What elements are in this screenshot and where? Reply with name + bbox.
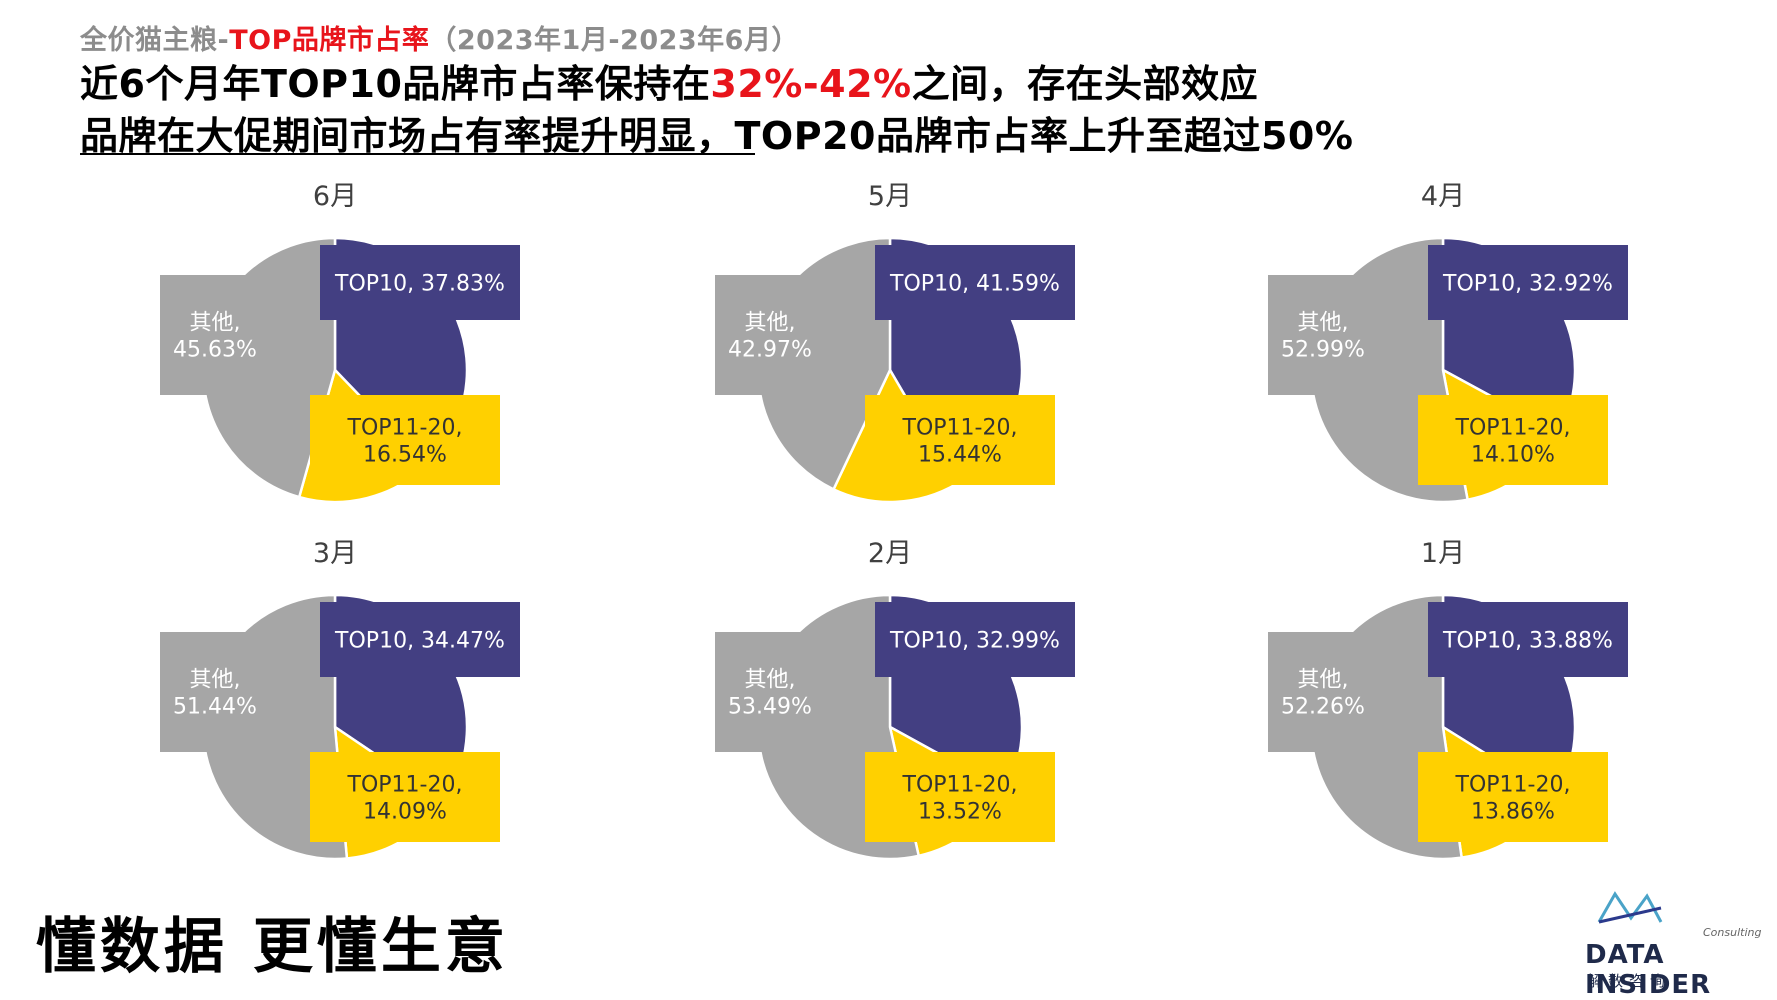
headline-line1: 近6个月年TOP10品牌市占率保持在32%-42%之间，存在头部效应 (80, 58, 1353, 110)
data-label-box-top10 (875, 245, 1075, 320)
pie-title: 1月 (1421, 538, 1465, 569)
logo-mark-icon (1597, 891, 1663, 924)
headline: 近6个月年TOP10品牌市占率保持在32%-42%之间，存在头部效应 品牌在大促… (80, 58, 1353, 162)
subtitle-highlight: TOP品牌市占率 (229, 25, 430, 56)
data-label-other: 其他, 45.63% (173, 311, 257, 363)
data-label-box-other (715, 275, 825, 395)
pie-chart-6: 1月 TOP10, 33.88% TOP11-20, 13.86% 其他, 52.26% (1268, 538, 1628, 861)
data-label-top10: TOP10, 32.92% (1442, 272, 1613, 297)
data-label-box-other (160, 275, 270, 395)
data-label-box-top10 (1428, 602, 1628, 677)
data-label-top11-20: TOP11-20, 14.10% (1455, 416, 1571, 468)
pie-title: 4月 (1421, 181, 1465, 212)
data-label-box-top11-20 (1418, 752, 1608, 842)
data-label-other: 其他, 52.26% (1281, 668, 1365, 720)
headline-line1-post: 之间，存在头部效应 (911, 62, 1259, 106)
data-label-other: 其他, 52.99% (1281, 311, 1365, 363)
pie-chart-1: 6月 TOP10, 37.83% TOP11-20, 16.54% 其他, 45.63% (160, 181, 520, 504)
headline-line1-highlight: 32%-42% (710, 62, 912, 106)
logo-consulting: Consulting (1703, 926, 1762, 939)
data-label-box-top11-20 (310, 752, 500, 842)
data-label-other: 其他, 51.44% (173, 668, 257, 720)
data-label-box-other (1268, 275, 1378, 395)
headline-line1-pre: 近6个月年TOP10品牌市占率保持在 (80, 62, 711, 106)
subtitle-range: （2023年1月-2023年6月） (429, 25, 799, 56)
logo-cn: 解数咨询 (1587, 972, 1672, 990)
data-label-box-top11-20 (310, 395, 500, 485)
pie-title: 2月 (868, 538, 912, 569)
data-label-box-top10 (875, 602, 1075, 677)
data-label-box-top11-20 (1418, 395, 1608, 485)
pie-title: 3月 (313, 538, 357, 569)
data-insider-logo: Consulting DATA INSIDER 解数咨询 (1585, 888, 1761, 1000)
data-label-top11-20: TOP11-20, 14.09% (347, 773, 463, 825)
data-label-top11-20: TOP11-20, 16.54% (347, 416, 463, 468)
data-label-box-top11-20 (865, 752, 1055, 842)
data-label-top10: TOP10, 32.99% (889, 629, 1060, 654)
header-subtitle: 全价猫主粮-TOP品牌市占率（2023年1月-2023年6月） (80, 18, 799, 57)
data-label-box-other (715, 632, 825, 752)
headline-underline (80, 153, 755, 155)
data-label-top11-20: TOP11-20, 13.52% (902, 773, 1018, 825)
logo-name: DATA INSIDER (1585, 940, 1712, 1000)
data-label-box-top10 (1428, 245, 1628, 320)
data-label-top11-20: TOP11-20, 15.44% (902, 416, 1018, 468)
data-label-other: 其他, 42.97% (728, 311, 812, 363)
data-label-box-top10 (320, 245, 520, 320)
pie-chart-3: 4月 TOP10, 32.92% TOP11-20, 14.10% 其他, 52.99% (1268, 181, 1628, 504)
data-label-top10: TOP10, 34.47% (334, 629, 505, 654)
data-label-other: 其他, 53.49% (728, 668, 812, 720)
data-label-box-top10 (320, 602, 520, 677)
pie-chart-5: 2月 TOP10, 32.99% TOP11-20, 13.52% 其他, 53.49% (715, 538, 1075, 861)
subtitle-prefix: 全价猫主粮- (80, 25, 230, 56)
pie-chart-4: 3月 TOP10, 34.47% TOP11-20, 14.09% 其他, 51.44% (160, 538, 520, 861)
data-label-box-other (160, 632, 270, 752)
slogan: 懂数据 更懂生意 (36, 912, 509, 982)
pie-title: 6月 (313, 181, 357, 212)
headline-line2: 品牌在大促期间市场占有率提升明显，TOP20品牌市占率上升至超过50% (80, 114, 1354, 158)
data-label-top10: TOP10, 41.59% (889, 272, 1060, 297)
data-label-box-other (1268, 632, 1378, 752)
pie-title: 5月 (868, 181, 912, 212)
data-label-top11-20: TOP11-20, 13.86% (1455, 773, 1571, 825)
data-label-top10: TOP10, 37.83% (334, 272, 505, 297)
data-label-top10: TOP10, 33.88% (1442, 629, 1613, 654)
pie-charts-canvas: 6月 TOP10, 37.83% TOP11-20, 16.54% 其他, 45.63% 5… (160, 181, 1628, 861)
pie-chart-2: 5月 TOP10, 41.59% TOP11-20, 15.44% 其他, 42.97% (715, 181, 1075, 504)
data-label-box-top11-20 (865, 395, 1055, 485)
